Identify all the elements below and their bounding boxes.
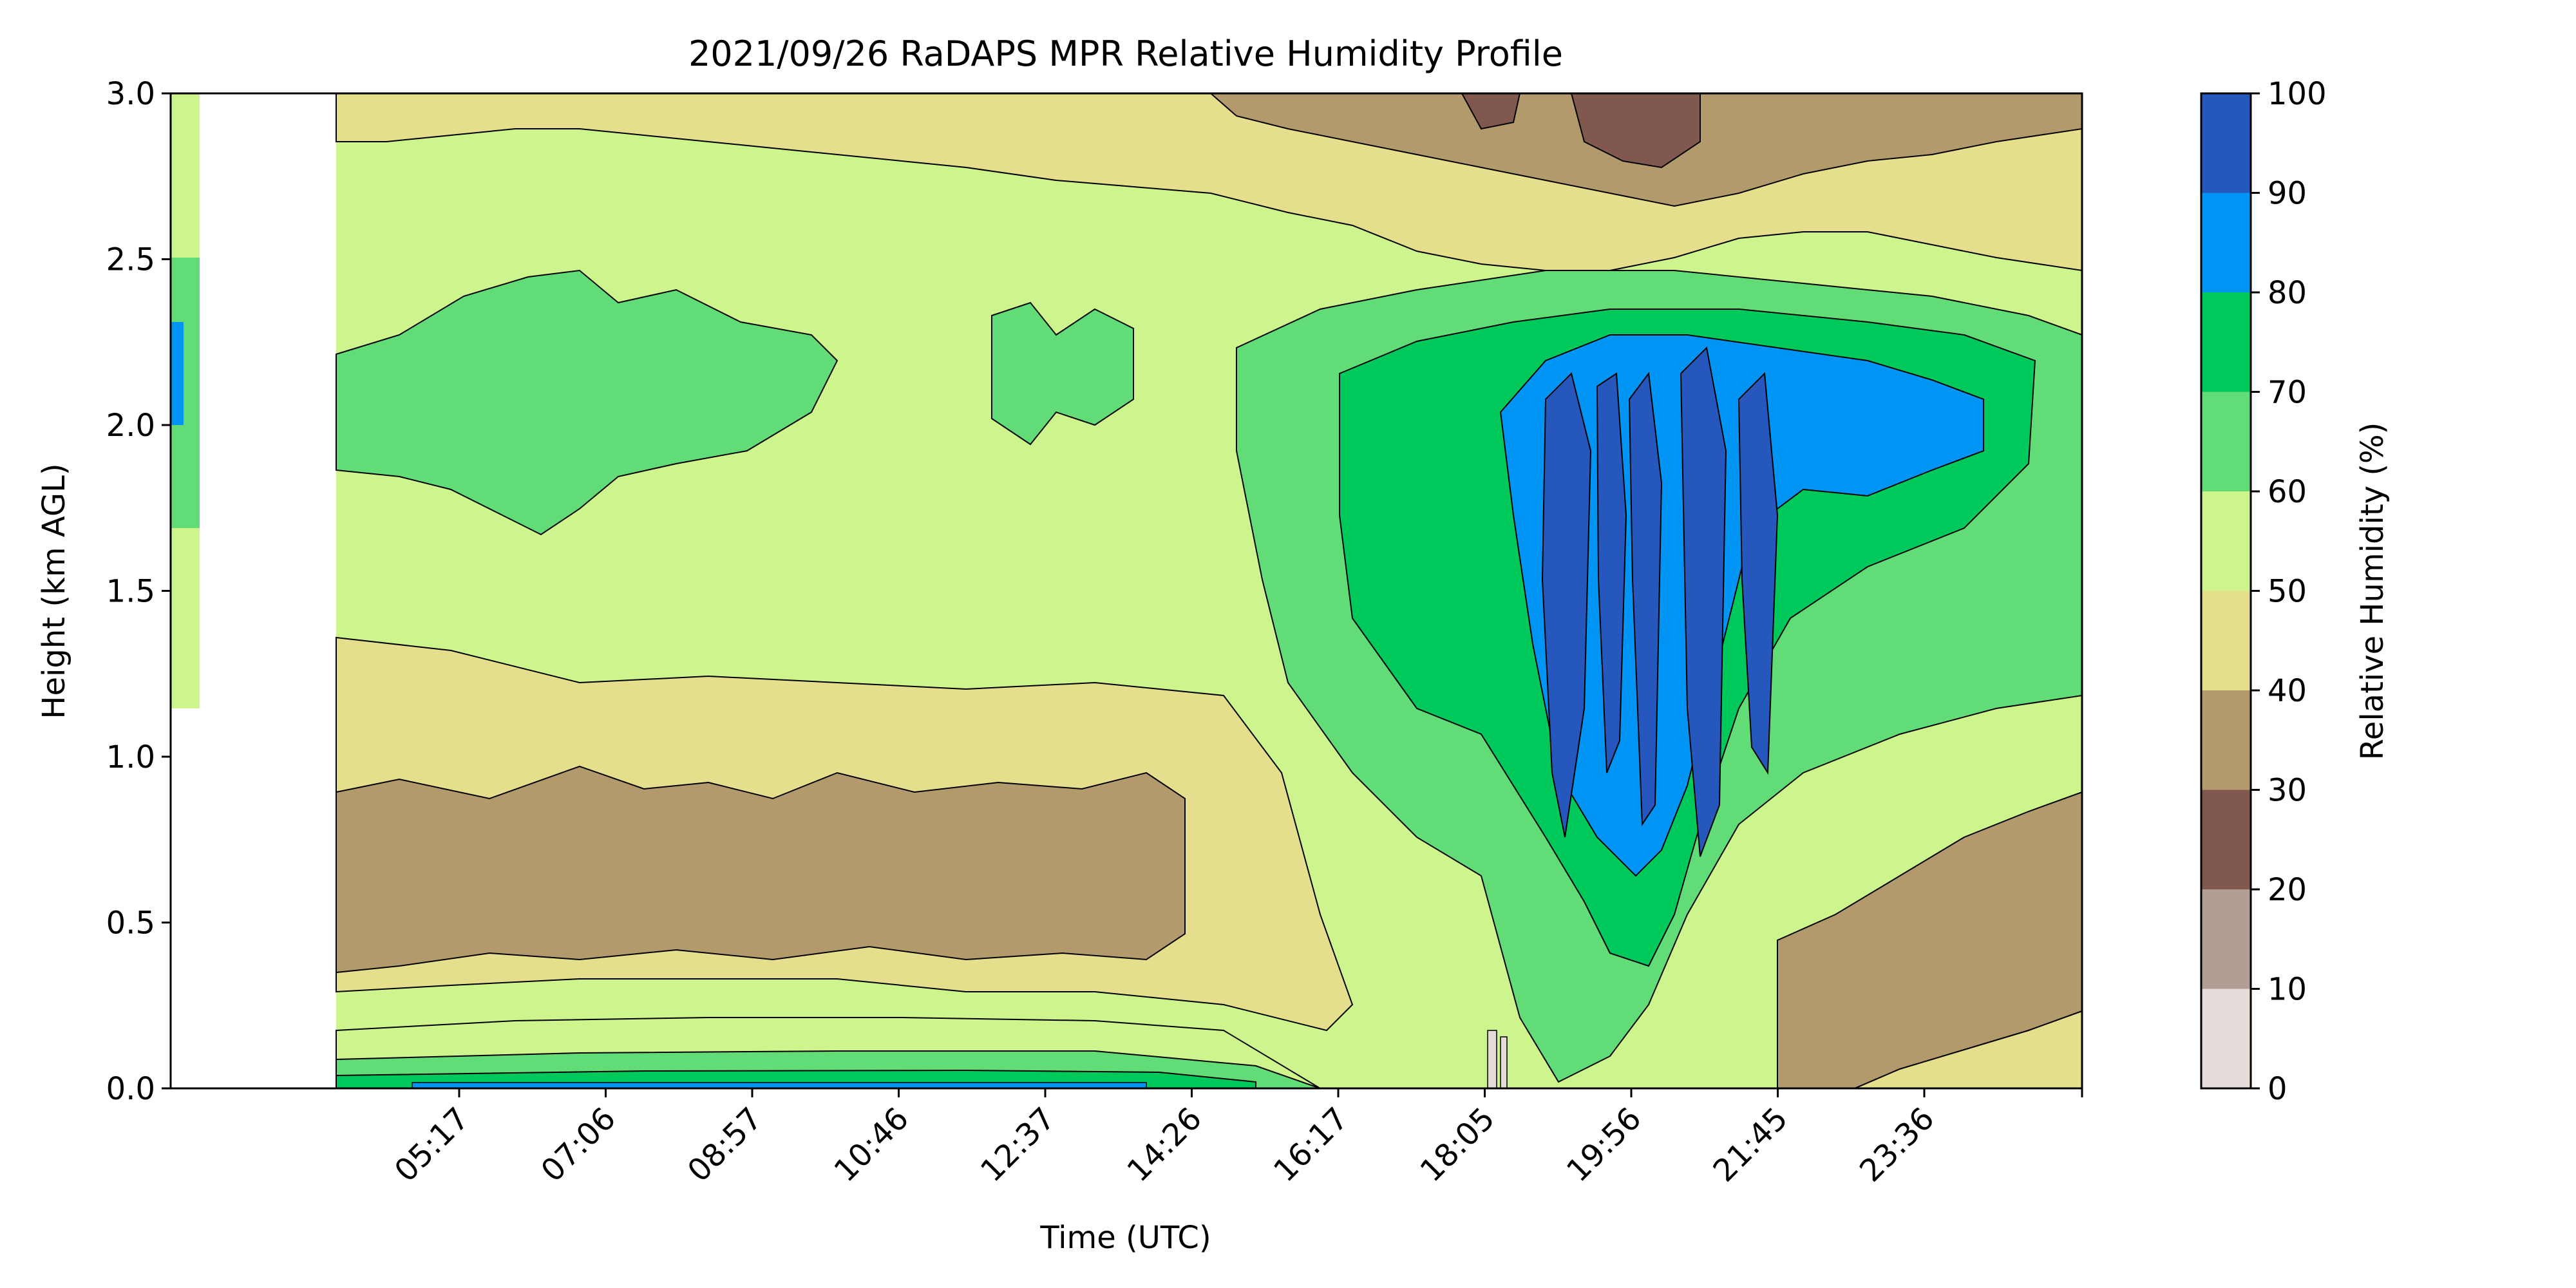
colorbar-segment [2201,690,2251,790]
contour-90-100-plume [1541,372,1592,838]
contour-90-100-plume [1738,372,1779,775]
x-tick-label: 16:17 [1267,1101,1355,1189]
y-tick-label: 2.0 [106,408,155,444]
contour-0-10-patch [1500,1036,1508,1088]
colorbar-segment [2201,889,2251,989]
x-tick-label: 07:06 [535,1101,623,1189]
x-tick-label: 05:17 [388,1101,476,1189]
x-tick-label: 23:36 [1853,1101,1941,1189]
contour-plot-area [171,93,2082,1088]
contour-0-10-patch [1487,1030,1497,1088]
colorbar-segment [2201,491,2251,591]
contour-30-40-lower-band [336,765,1186,974]
colorbar-segment [2201,591,2251,690]
colorbar-segment [2201,93,2251,193]
colorbar-segment [2201,292,2251,392]
colorbar-tick-label: 90 [2268,176,2307,212]
contour-20-30-top-patch [1570,93,1701,169]
colorbar-tick-label: 0 [2268,1071,2287,1107]
y-tick-label: 3.0 [106,76,155,112]
x-tick-label: 18:05 [1414,1101,1502,1189]
contour-60-70-upper-left [336,269,838,536]
contour-left-strip-wet [171,322,184,425]
y-tick-label: 0.5 [106,905,155,942]
colorbar-tick-label: 20 [2268,872,2307,908]
contour-left-strip-low [171,708,200,1088]
contour-20-30-top-patch [1461,93,1521,130]
colorbar-tick-label: 100 [2268,76,2327,112]
contour-90-100-plume [1680,346,1727,857]
colorbar-tick-label: 60 [2268,474,2307,510]
x-axis-label: Time (UTC) [1039,1220,1211,1256]
y-tick-label: 0.0 [106,1071,155,1107]
colorbar-segment [2201,989,2251,1088]
x-tick-label: 21:45 [1707,1101,1795,1189]
colorbar-tick-label: 50 [2268,574,2307,610]
contour-90-100-plume [1628,372,1663,827]
x-tick-label: 10:46 [828,1101,916,1189]
x-tick-label: 19:56 [1560,1101,1648,1189]
chart-title: 2021/09/26 RaDAPS MPR Relative Humidity … [688,33,1563,74]
x-tick-label: 12:37 [974,1101,1062,1189]
y-tick-label: 1.0 [106,739,155,775]
x-axis: 05:17 07:06 08:57 10:46 12:37 14:26 16:17 18:05… [388,1088,2083,1189]
colorbar-segment [2201,193,2251,292]
colorbar-tick-label: 10 [2268,972,2307,1008]
colorbar: 0 10 20 30 40 50 60 70 80 90 100 [2200,76,2327,1107]
y-tick-label: 1.5 [106,574,155,610]
contour-40-50-lower-right-edge [1854,1010,2082,1088]
colorbar-tick-label: 40 [2268,673,2307,709]
contour-90-100-plume [1596,372,1627,773]
colorbar-tick-label: 70 [2268,375,2307,411]
y-tick-label: 2.5 [106,242,155,278]
y-axis: 0.0 0.5 1.0 1.5 2.0 2.5 3.0 [106,76,171,1107]
contour-60-70-upper-center [991,301,1134,446]
y-axis-label: Height (km AGL) [36,463,72,719]
colorbar-tick-label: 30 [2268,773,2307,809]
x-tick-label: 08:57 [681,1101,769,1189]
colorbar-label: Relative Humidity (%) [2354,422,2391,761]
colorbar-segment [2201,790,2251,889]
colorbar-tick-label: 80 [2268,275,2307,311]
x-tick-label: 14:26 [1121,1101,1209,1189]
colorbar-segment [2201,392,2251,491]
contour-80-90-ground-band [412,1082,1147,1088]
